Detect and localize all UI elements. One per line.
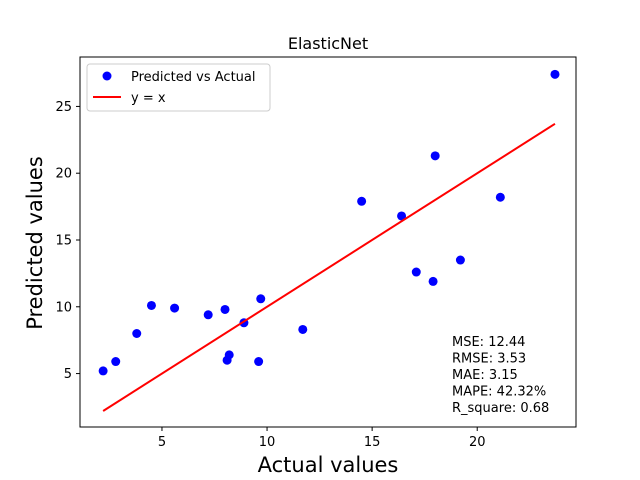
stat-line: MSE: 12.44 <box>452 335 525 350</box>
scatter-point <box>111 357 121 367</box>
scatter-point <box>256 294 266 304</box>
legend-label-line: y = x <box>131 91 166 106</box>
x-tick-label: 10 <box>259 435 276 450</box>
series-layer <box>98 69 560 412</box>
scatter-point <box>98 366 108 376</box>
scatter-point <box>397 211 407 221</box>
scatter-point <box>170 303 180 313</box>
y-tick-label: 15 <box>55 233 72 248</box>
y-tick-label: 25 <box>55 100 72 115</box>
scatter-point <box>550 69 560 79</box>
legend: Predicted vs Actual y = x <box>86 63 271 112</box>
scatter-point <box>430 151 440 161</box>
y-tick-label: 20 <box>55 167 72 182</box>
scatter-point <box>132 328 142 338</box>
scatter-point <box>146 300 156 310</box>
scatter-point <box>224 350 234 360</box>
chart-title: ElasticNet <box>288 34 368 53</box>
scatter-point <box>357 196 367 206</box>
scatter-point <box>495 192 505 202</box>
scatter-point <box>298 324 308 334</box>
scatter-point <box>203 310 213 320</box>
identity-line <box>102 122 556 412</box>
axes-layer: 5 10 15 20 5 10 15 20 25 <box>55 56 577 450</box>
y-tick-label: 10 <box>55 300 72 315</box>
legend-box <box>86 63 271 112</box>
legend-marker-scatter <box>102 71 112 81</box>
scatter-point <box>254 357 264 367</box>
legend-label-scatter: Predicted vs Actual <box>131 70 255 85</box>
x-tick-label: 5 <box>158 435 166 450</box>
y-axis-label: Predicted values <box>23 156 47 330</box>
x-tick-label: 20 <box>469 435 486 450</box>
stat-line: MAE: 3.15 <box>452 368 518 383</box>
scatter-point <box>455 255 465 265</box>
plot-frame <box>79 56 577 428</box>
scatter-point <box>220 304 230 314</box>
scatter-point <box>411 267 421 277</box>
stat-line: R_square: 0.68 <box>452 401 549 416</box>
scatter-point <box>428 276 438 286</box>
x-tick-label: 15 <box>364 435 381 450</box>
y-tick-label: 5 <box>64 367 72 382</box>
x-axis-label: Actual values <box>258 453 399 477</box>
stat-line: RMSE: 3.53 <box>452 352 526 367</box>
stat-line: MAPE: 42.32% <box>452 385 546 400</box>
